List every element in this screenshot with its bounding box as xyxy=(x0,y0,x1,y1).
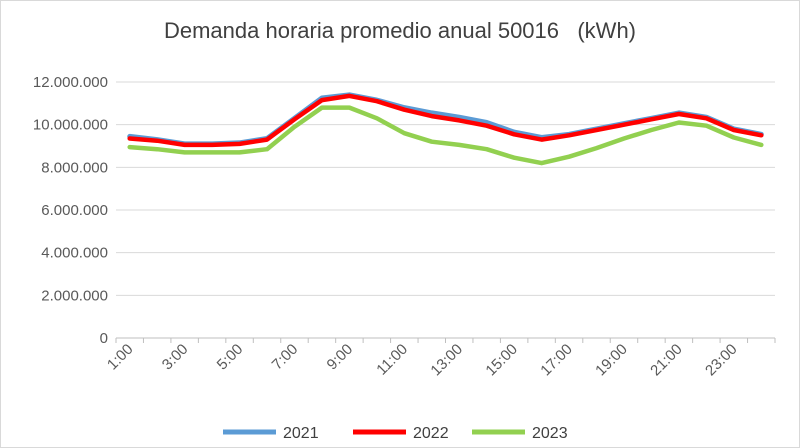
x-tick-label: 23:00 xyxy=(702,341,741,380)
legend-label-2021: 2021 xyxy=(283,425,319,442)
y-tick-label: 2.000.000 xyxy=(41,287,108,304)
y-tick-label: 6.000.000 xyxy=(41,202,108,219)
x-tick-label: 19:00 xyxy=(592,341,631,380)
x-tick-label: 7:00 xyxy=(269,341,302,374)
series-line-2022 xyxy=(127,93,764,148)
y-tick-label: 4.000.000 xyxy=(41,245,108,262)
legend-label-2022: 2022 xyxy=(413,425,449,442)
x-tick-label: 5:00 xyxy=(214,341,247,374)
x-tick-label: 9:00 xyxy=(324,341,357,374)
x-tick-label: 17:00 xyxy=(537,341,576,380)
y-tick-label: 10.000.000 xyxy=(33,117,108,134)
x-tick-label: 13:00 xyxy=(427,341,466,380)
series-line-2023 xyxy=(127,105,764,166)
y-tick-label: 0 xyxy=(100,330,108,347)
x-tick-label: 15:00 xyxy=(482,341,521,380)
x-tick-label: 3:00 xyxy=(159,341,192,374)
chart-title: Demanda horaria promedio anual 50016 (kW… xyxy=(163,18,637,43)
x-tick-label: 11:00 xyxy=(373,341,411,379)
y-tick-label: 12.000.000 xyxy=(33,74,108,91)
legend-label-2023: 2023 xyxy=(532,425,568,442)
x-tick-label: 21:00 xyxy=(647,341,686,380)
x-tick-label: 1:00 xyxy=(104,341,137,374)
y-tick-label: 8.000.000 xyxy=(41,159,108,176)
